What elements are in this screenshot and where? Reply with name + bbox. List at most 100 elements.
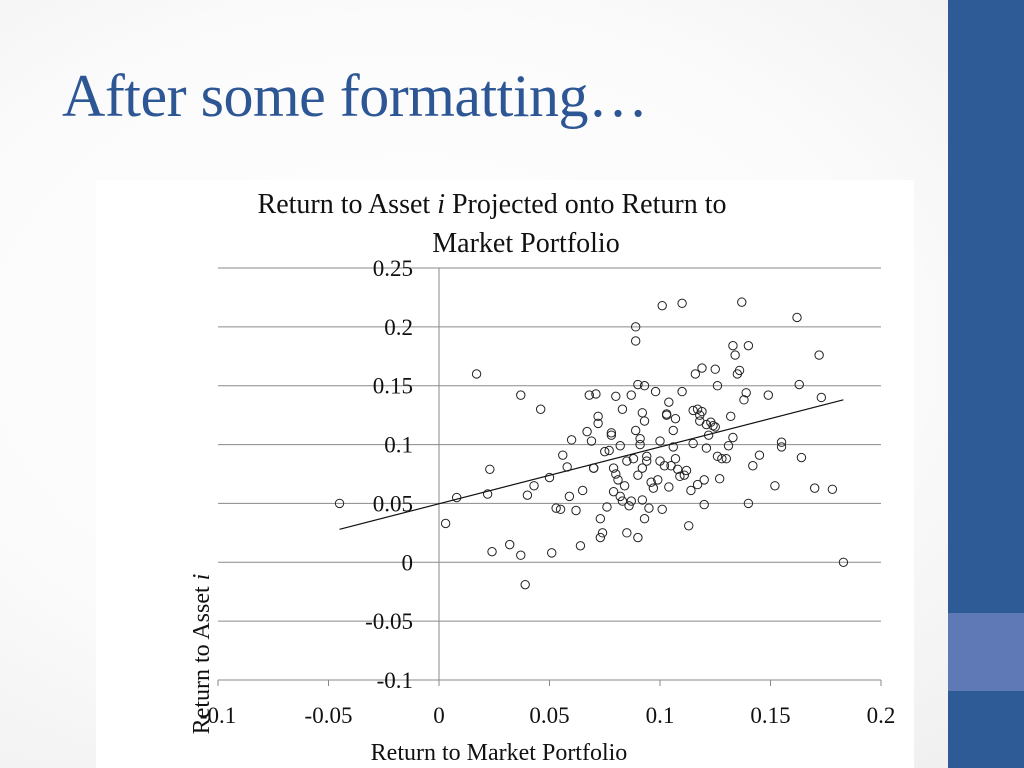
y-tick-label: 0.05: [373, 491, 413, 516]
scatter-point: [633, 470, 643, 480]
scatter-point: [547, 548, 557, 558]
scatter-point: [814, 350, 824, 360]
scatter-point: [648, 483, 659, 493]
scatter-point: [701, 419, 712, 430]
scatter-point: [657, 300, 667, 311]
scatter-point: [642, 451, 652, 462]
scatter-point: [635, 439, 645, 450]
scatter-point: [723, 441, 734, 451]
scatter-point: [544, 472, 555, 483]
scatter-point: [677, 386, 687, 397]
scatter-point: [522, 490, 533, 500]
side-decoration-accent: [948, 613, 1024, 691]
scatter-point: [619, 481, 630, 491]
y-axis-ticks: 0.25 0.2 0.15 0.1 0.05 0 -0.05 -0.1: [365, 256, 413, 693]
scatter-point: [692, 404, 703, 414]
scatter-point: [482, 489, 493, 499]
scatter-point: [440, 518, 451, 529]
y-label-text: Return to Asset: [189, 580, 215, 734]
scatter-points: [334, 297, 849, 590]
scatter-point: [602, 502, 612, 512]
scatter-point: [714, 474, 725, 484]
scatter-point: [575, 541, 586, 551]
scatter-point: [796, 452, 807, 463]
scatter-point: [529, 481, 539, 491]
x-tick-label: 0.15: [750, 703, 790, 728]
scatter-point: [642, 456, 652, 466]
scatter-point: [653, 475, 663, 485]
scatter-point: [622, 528, 632, 538]
scatter-point: [838, 557, 849, 567]
y-tick-label: 0.1: [384, 433, 413, 458]
scatter-point: [679, 470, 690, 480]
scatter-point: [699, 475, 709, 485]
scatter-point: [595, 532, 606, 543]
scatter-point: [743, 498, 754, 509]
scatter-point: [582, 426, 592, 437]
x-tick-label: 0: [433, 703, 445, 728]
scatter-point: [566, 435, 577, 445]
scatter-point: [763, 390, 773, 400]
scatter-point: [675, 471, 685, 482]
y-tick-label: 0.15: [373, 374, 413, 399]
scatter-point: [827, 484, 838, 495]
scatter-point: [692, 479, 703, 490]
scatter-point: [644, 503, 654, 513]
scatter-point: [697, 363, 707, 373]
scatter-point: [739, 395, 749, 405]
scatter-point: [637, 495, 648, 505]
scatter-point: [633, 532, 643, 543]
scatter-point: [571, 505, 581, 516]
scatter-point: [726, 411, 736, 422]
scatter-point: [577, 485, 588, 496]
scatter-point: [684, 521, 694, 531]
trendline: [339, 399, 844, 530]
chart-panel: -0.1 -0.05 0 0.05 0.1 0.15 0.2 0.25 0.2 0.15 0.1 0…: [96, 180, 914, 768]
scatter-point: [741, 388, 751, 398]
scatter-point: [717, 453, 727, 464]
scatter-point: [776, 442, 787, 452]
scatter-point: [622, 456, 632, 466]
scatter-point: [608, 486, 619, 497]
scatter-point: [593, 411, 603, 422]
scatter-point: [586, 436, 597, 446]
scatter-point: [776, 437, 787, 447]
scatter-point: [701, 443, 712, 453]
scatter-point: [485, 464, 495, 474]
scatter-point: [721, 453, 731, 464]
scatter-point: [743, 340, 754, 351]
scatter-point: [600, 446, 610, 457]
scatter-point: [487, 546, 497, 557]
scatter-point: [770, 481, 780, 491]
scatter-point: [637, 463, 648, 473]
scatter-point: [615, 491, 625, 502]
scatter-point: [624, 501, 634, 511]
scatter-point: [659, 461, 670, 471]
scatter-point: [728, 340, 738, 351]
scatter-point: [697, 406, 707, 417]
scatter-point: [630, 322, 641, 332]
scatter-point: [712, 381, 723, 391]
scatter-point: [626, 496, 636, 506]
scatter-point: [686, 485, 696, 496]
scatter-point: [558, 450, 568, 460]
scatter-chart: -0.1 -0.05 0 0.05 0.1 0.15 0.2 0.250.20.150.10…: [189, 189, 895, 766]
scatter-point: [635, 433, 645, 444]
x-tick-label: -0.1: [200, 703, 236, 728]
scatter-point: [710, 364, 720, 374]
scatter-point: [728, 432, 738, 443]
chart-title-text: Projected onto Return to: [445, 189, 727, 220]
scatter-point: [584, 390, 594, 400]
scatter-point: [633, 379, 643, 390]
scatter-point: [617, 404, 628, 414]
scatter-point: [712, 451, 723, 462]
scatter-point: [597, 528, 608, 538]
scatter-point: [505, 539, 515, 550]
scatter-point: [661, 410, 672, 420]
slide-title: After some formatting…: [62, 63, 648, 129]
scatter-point: [734, 365, 745, 376]
scatter-point: [810, 483, 820, 493]
scatter-point: [672, 464, 683, 474]
scatter-point: [655, 456, 665, 466]
scatter-point: [639, 416, 650, 426]
